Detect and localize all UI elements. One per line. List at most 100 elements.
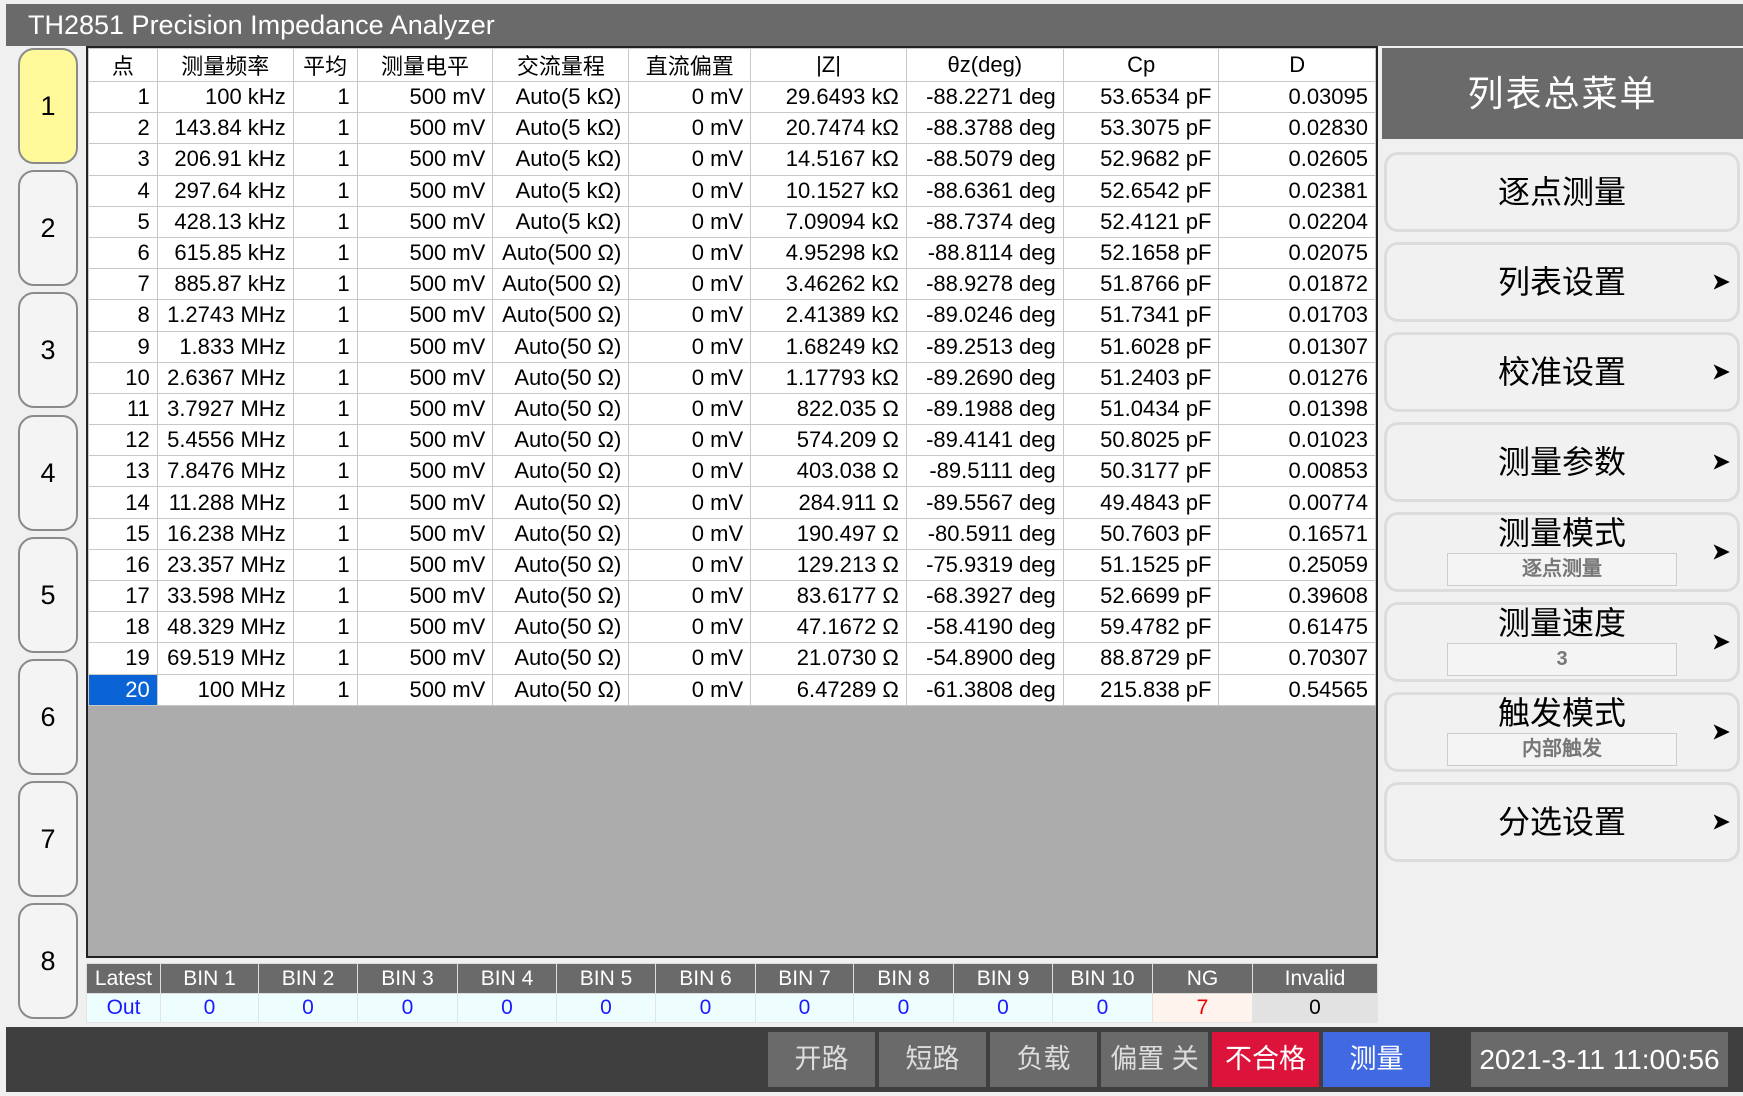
table-cell[interactable]: 14.5167 kΩ (750, 143, 907, 176)
table-cell[interactable]: Auto(5 kΩ) (492, 143, 630, 176)
table-cell[interactable]: -88.3788 deg (905, 112, 1064, 145)
table-cell[interactable]: 1 (88, 80, 158, 114)
table-cell[interactable]: 4 (88, 174, 158, 207)
table-cell[interactable]: 500 mV (356, 642, 494, 675)
page-button-4[interactable]: 4 (18, 414, 78, 531)
table-cell[interactable]: Auto(5 kΩ) (492, 80, 630, 114)
table-cell[interactable]: 0.00774 (1218, 486, 1376, 519)
page-button-7[interactable]: 7 (18, 781, 78, 898)
table-cell[interactable]: 190.497 Ω (750, 517, 907, 550)
table-cell[interactable]: 88.8729 pF (1062, 642, 1220, 675)
table-cell[interactable]: 51.6028 pF (1062, 330, 1220, 363)
table-cell[interactable]: 500 mV (356, 579, 494, 613)
table-cell[interactable]: 33.598 MHz (156, 579, 294, 613)
table-cell[interactable]: 0.02075 (1218, 236, 1376, 270)
table-cell[interactable]: 0 mV (628, 517, 752, 550)
table-row[interactable]: 1 100 kHz 1 500 mV Auto(5 kΩ) 0 mV 29.6493 kΩ -… (88, 80, 1376, 114)
table-cell[interactable]: 0 mV (628, 361, 752, 394)
table-cell[interactable]: 822.035 Ω (750, 392, 907, 426)
table-cell[interactable]: 574.209 Ω (750, 424, 907, 457)
table-row[interactable]: 12 5.4556 MHz 1 500 mV Auto(50 Ω) 0 mV 574.209… (88, 424, 1376, 457)
table-cell[interactable]: 403.038 Ω (750, 455, 907, 488)
table-cell[interactable]: 0 mV (628, 330, 752, 363)
table-cell[interactable]: 215.838 pF (1062, 673, 1220, 706)
table-cell[interactable]: 0.01398 (1218, 392, 1376, 426)
table-cell[interactable]: 500 mV (356, 392, 494, 426)
table-cell[interactable]: -89.5567 deg (905, 486, 1064, 519)
table-row[interactable]: 6 615.85 kHz 1 500 mV Auto(500 Ω) 0 mV 4.95298… (88, 236, 1376, 270)
table-cell[interactable]: 500 mV (356, 424, 494, 457)
table-cell[interactable]: 615.85 kHz (156, 236, 294, 270)
table-row[interactable]: 7 885.87 kHz 1 500 mV Auto(500 Ω) 0 mV 3.46262… (88, 268, 1376, 301)
table-cell[interactable]: Auto(50 Ω) (492, 517, 630, 550)
table-cell[interactable]: 11.288 MHz (156, 486, 294, 519)
table-cell[interactable]: 0.25059 (1218, 548, 1376, 582)
table-cell[interactable]: 0 mV (628, 299, 752, 332)
table-cell[interactable]: Auto(5 kΩ) (492, 205, 630, 238)
table-cell[interactable]: -88.2271 deg (905, 80, 1064, 114)
table-cell[interactable]: 6 (88, 236, 158, 270)
table-row[interactable]: 19 69.519 MHz 1 500 mV Auto(50 Ω) 0 mV 21.0730… (88, 642, 1376, 675)
table-cell[interactable]: 19 (88, 642, 158, 675)
table-cell[interactable]: 49.4843 pF (1062, 486, 1220, 519)
table-cell[interactable]: 20 (88, 673, 158, 706)
page-button-8[interactable]: 8 (18, 903, 78, 1020)
table-row[interactable]: 14 11.288 MHz 1 500 mV Auto(50 Ω) 0 mV 284.911… (88, 486, 1376, 519)
page-button-6[interactable]: 6 (18, 659, 78, 775)
table-cell[interactable]: 1 (292, 392, 358, 426)
menu-item-8[interactable]: 分选设置 ➤ (1384, 782, 1740, 862)
table-cell[interactable]: 0 mV (628, 174, 752, 207)
table-cell[interactable]: 1.833 MHz (156, 330, 294, 363)
menu-item-3[interactable]: 校准设置 ➤ (1384, 332, 1740, 412)
table-cell[interactable]: 51.0434 pF (1062, 392, 1220, 426)
table-row[interactable]: 10 2.6367 MHz 1 500 mV Auto(50 Ω) 0 mV 1.17793… (88, 361, 1376, 394)
table-cell[interactable]: 0.01307 (1218, 330, 1376, 363)
table-cell[interactable]: 50.3177 pF (1062, 455, 1220, 488)
table-row[interactable]: 15 16.238 MHz 1 500 mV Auto(50 Ω) 0 mV 190.497… (88, 517, 1376, 550)
table-cell[interactable]: 21.0730 Ω (750, 642, 907, 675)
table-cell[interactable]: 52.9682 pF (1062, 143, 1220, 176)
table-cell[interactable]: 100 kHz (156, 80, 294, 114)
table-cell[interactable]: -58.4190 deg (905, 611, 1064, 644)
table-cell[interactable]: -61.3808 deg (905, 673, 1064, 706)
table-cell[interactable]: Auto(50 Ω) (492, 642, 630, 675)
table-cell[interactable]: 1 (292, 517, 358, 550)
table-cell[interactable]: 500 mV (356, 517, 494, 550)
table-cell[interactable]: 52.1658 pF (1062, 236, 1220, 270)
table-cell[interactable]: 0.02830 (1218, 112, 1376, 145)
page-button-2[interactable]: 2 (18, 170, 78, 287)
table-cell[interactable]: 51.2403 pF (1062, 361, 1220, 394)
table-cell[interactable]: Auto(50 Ω) (492, 392, 630, 426)
table-cell[interactable]: Auto(50 Ω) (492, 548, 630, 582)
table-cell[interactable]: 23.357 MHz (156, 548, 294, 582)
table-cell[interactable]: -88.8114 deg (905, 236, 1064, 270)
page-button-5[interactable]: 5 (18, 536, 78, 653)
table-cell[interactable]: 284.911 Ω (750, 486, 907, 519)
table-cell[interactable]: 50.7603 pF (1062, 517, 1220, 550)
table-cell[interactable]: -75.9319 deg (905, 548, 1064, 582)
table-cell[interactable]: 16 (88, 548, 158, 582)
menu-item-7[interactable]: 触发模式 内部触发 ➤ (1384, 692, 1740, 772)
table-cell[interactable]: 0 mV (628, 392, 752, 426)
table-row[interactable]: 16 23.357 MHz 1 500 mV Auto(50 Ω) 0 mV 129.213… (88, 548, 1376, 582)
table-cell[interactable]: 5.4556 MHz (156, 424, 294, 457)
table-cell[interactable]: 129.213 Ω (750, 548, 907, 582)
table-row[interactable]: 18 48.329 MHz 1 500 mV Auto(50 Ω) 0 mV 47.1672… (88, 611, 1376, 644)
table-cell[interactable]: 0 mV (628, 80, 752, 114)
table-cell[interactable]: 69.519 MHz (156, 642, 294, 675)
table-cell[interactable]: -80.5911 deg (905, 517, 1064, 550)
table-cell[interactable]: Auto(50 Ω) (492, 486, 630, 519)
table-cell[interactable]: 1.2743 MHz (156, 299, 294, 332)
table-cell[interactable]: 1 (292, 486, 358, 519)
table-cell[interactable]: 0 mV (628, 673, 752, 706)
table-cell[interactable]: 9 (88, 330, 158, 363)
table-cell[interactable]: 4.95298 kΩ (750, 236, 907, 270)
table-cell[interactable]: 1 (292, 424, 358, 457)
table-cell[interactable]: 51.7341 pF (1062, 299, 1220, 332)
table-cell[interactable]: Auto(50 Ω) (492, 361, 630, 394)
table-cell[interactable]: 500 mV (356, 236, 494, 270)
table-row[interactable]: 2 143.84 kHz 1 500 mV Auto(5 kΩ) 0 mV 20.7474 … (88, 112, 1376, 145)
table-cell[interactable]: 1 (292, 236, 358, 270)
table-cell[interactable]: 1 (292, 548, 358, 582)
table-cell[interactable]: 1 (292, 361, 358, 394)
